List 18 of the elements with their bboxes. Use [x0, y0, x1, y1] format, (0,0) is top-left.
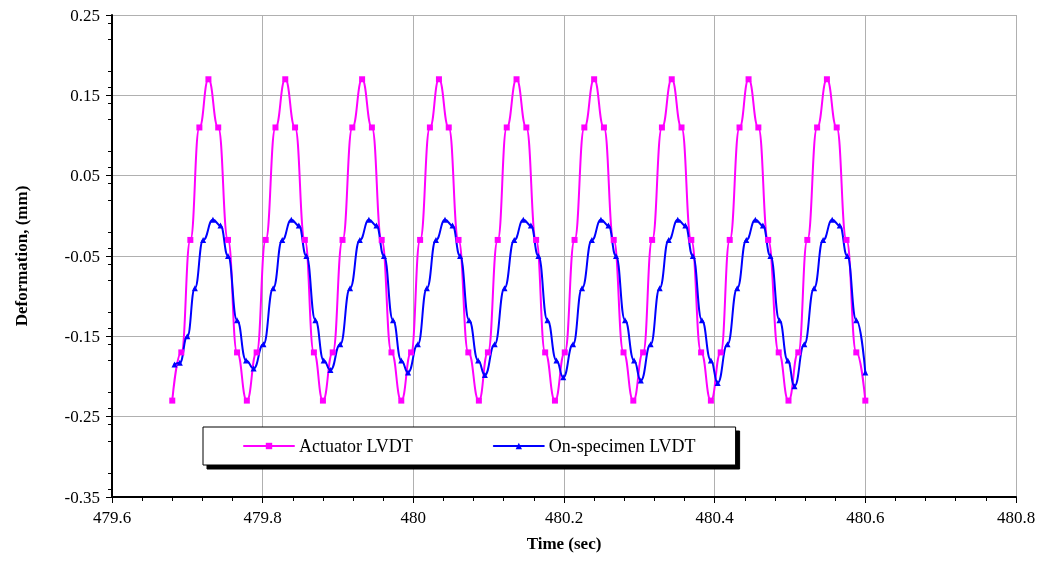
x-axis-title: Time (sec) — [526, 534, 602, 553]
y-axis-title: Deformation, (mm) — [12, 185, 31, 327]
legend-label: Actuator LVDT — [299, 436, 413, 456]
x-tick-label: 480.2 — [544, 508, 584, 527]
y-tick-label: -0.25 — [64, 407, 100, 427]
x-tick-label: 480 — [400, 508, 427, 527]
x-tick-label: 480.6 — [846, 508, 885, 527]
x-tick-label: 479.8 — [243, 508, 282, 527]
x-tick-label: 480.4 — [695, 508, 735, 527]
y-tick-label: -0.35 — [64, 487, 100, 507]
y-tick-label: -0.05 — [64, 246, 100, 266]
x-tick-label: 479.6 — [92, 508, 132, 527]
y-tick-label: 0.05 — [70, 166, 100, 186]
y-tick-label: -0.15 — [64, 326, 100, 346]
legend-label: On-specimen LVDT — [548, 436, 696, 456]
x-tick-label: 480.8 — [996, 508, 1036, 527]
y-tick-label: 0.15 — [70, 85, 100, 105]
y-tick-label: 0.25 — [70, 5, 100, 25]
